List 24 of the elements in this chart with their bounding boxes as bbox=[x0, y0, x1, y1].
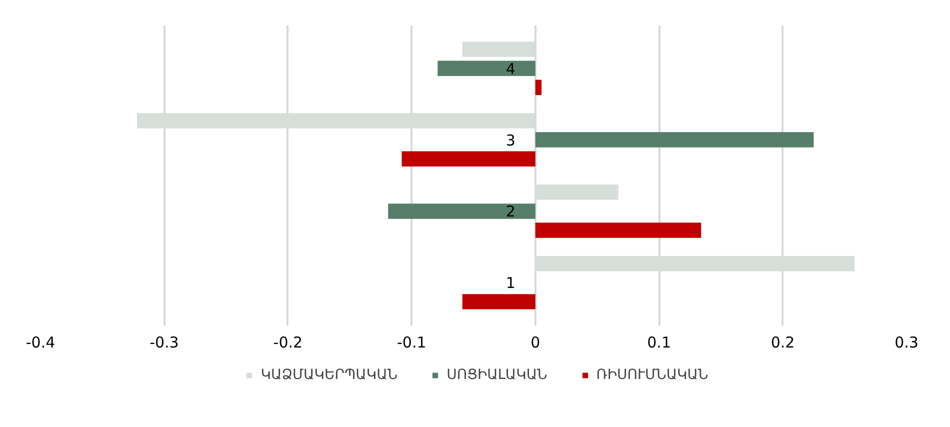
x-tick-label: 0 bbox=[530, 334, 540, 352]
legend-label: ՌԻՍՈՒՄՆԱԿԱՆ bbox=[596, 367, 708, 383]
y-tick-label: 1 bbox=[506, 274, 516, 292]
bar bbox=[388, 204, 536, 219]
y-tick-label: 3 bbox=[506, 131, 516, 150]
x-tick-label: 0.1 bbox=[647, 334, 672, 352]
x-tick-label: -0.1 bbox=[397, 334, 426, 352]
bar bbox=[402, 151, 536, 166]
bar bbox=[535, 132, 814, 148]
bar bbox=[438, 60, 536, 76]
legend-label: ՍՈՑԻԱԼԱԿԱՆ bbox=[446, 367, 548, 383]
x-tick-label: 0.2 bbox=[770, 334, 795, 352]
bar bbox=[535, 222, 702, 238]
y-tick-label: 4 bbox=[506, 60, 516, 78]
x-tick-label: 0.3 bbox=[894, 334, 918, 352]
bar bbox=[462, 42, 536, 57]
bar bbox=[462, 294, 536, 310]
bar bbox=[535, 184, 618, 200]
legend-label: ԿԱՁՄԱԿԵՐՊԱԿԱՆ bbox=[260, 367, 398, 383]
y-tick-label: 2 bbox=[506, 202, 516, 221]
x-tick-label: -0.2 bbox=[273, 334, 303, 352]
bar bbox=[535, 80, 542, 96]
x-tick-label: -0.4 bbox=[26, 334, 56, 352]
x-tick-label: -0.3 bbox=[150, 334, 179, 352]
